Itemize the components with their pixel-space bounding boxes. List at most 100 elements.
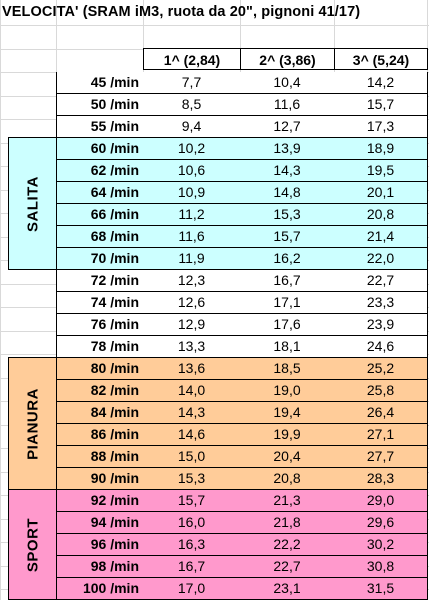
- speed-cell-gear-1[interactable]: 7,7: [143, 72, 241, 94]
- speed-cell-gear-3[interactable]: 26,4: [334, 402, 428, 424]
- speed-cell-gear-1[interactable]: 12,9: [143, 314, 241, 336]
- speed-cell-gear-1[interactable]: 12,6: [143, 292, 241, 314]
- rpm-cell[interactable]: 50 /min: [56, 94, 144, 116]
- speed-cell-gear-2[interactable]: 21,3: [240, 490, 335, 512]
- speed-cell-gear-1[interactable]: 12,3: [143, 270, 241, 292]
- speed-cell-gear-3[interactable]: 30,8: [334, 556, 428, 578]
- speed-cell-gear-1[interactable]: 15,3: [143, 468, 241, 490]
- speed-cell-gear-1[interactable]: 13,6: [143, 358, 241, 380]
- speed-cell-gear-1[interactable]: 11,2: [143, 204, 241, 226]
- speed-cell-gear-2[interactable]: 12,7: [240, 116, 335, 138]
- speed-cell-gear-1[interactable]: 15,7: [143, 490, 241, 512]
- rpm-cell[interactable]: 70 /min: [56, 248, 144, 270]
- rpm-cell[interactable]: 64 /min: [56, 182, 144, 204]
- speed-cell-gear-1[interactable]: 14,6: [143, 424, 241, 446]
- speed-cell-gear-3[interactable]: 23,9: [334, 314, 428, 336]
- rpm-cell[interactable]: 92 /min: [56, 490, 144, 512]
- speed-cell-gear-3[interactable]: 18,9: [334, 138, 428, 160]
- speed-cell-gear-3[interactable]: 15,7: [334, 94, 428, 116]
- speed-cell-gear-1[interactable]: 10,9: [143, 182, 241, 204]
- speed-cell-gear-3[interactable]: 19,5: [334, 160, 428, 182]
- speed-cell-gear-1[interactable]: 11,6: [143, 226, 241, 248]
- rpm-cell[interactable]: 84 /min: [56, 402, 144, 424]
- speed-cell-gear-1[interactable]: 16,3: [143, 534, 241, 556]
- rpm-cell[interactable]: 94 /min: [56, 512, 144, 534]
- speed-cell-gear-1[interactable]: 9,4: [143, 116, 241, 138]
- speed-cell-gear-2[interactable]: 20,4: [240, 446, 335, 468]
- speed-cell-gear-2[interactable]: 14,8: [240, 182, 335, 204]
- rpm-cell[interactable]: 86 /min: [56, 424, 144, 446]
- rpm-cell[interactable]: 78 /min: [56, 336, 144, 358]
- rpm-cell[interactable]: 72 /min: [56, 270, 144, 292]
- speed-cell-gear-2[interactable]: 22,2: [240, 534, 335, 556]
- group-block-salita[interactable]: SALITA: [8, 137, 57, 270]
- speed-cell-gear-1[interactable]: 10,6: [143, 160, 241, 182]
- rpm-cell[interactable]: 68 /min: [56, 226, 144, 248]
- speed-cell-gear-2[interactable]: 19,4: [240, 402, 335, 424]
- rpm-cell[interactable]: 55 /min: [56, 116, 144, 138]
- speed-cell-gear-2[interactable]: 11,6: [240, 94, 335, 116]
- rpm-cell[interactable]: 82 /min: [56, 380, 144, 402]
- speed-cell-gear-2[interactable]: 23,1: [240, 578, 335, 600]
- rpm-cell[interactable]: 60 /min: [56, 138, 144, 160]
- speed-cell-gear-2[interactable]: 22,7: [240, 556, 335, 578]
- rpm-cell[interactable]: 76 /min: [56, 314, 144, 336]
- speed-cell-gear-3[interactable]: 25,8: [334, 380, 428, 402]
- speed-cell-gear-3[interactable]: 29,0: [334, 490, 428, 512]
- speed-cell-gear-2[interactable]: 15,7: [240, 226, 335, 248]
- speed-cell-gear-2[interactable]: 13,9: [240, 138, 335, 160]
- speed-cell-gear-3[interactable]: 29,6: [334, 512, 428, 534]
- group-block-sport[interactable]: SPORT: [8, 489, 57, 600]
- speed-cell-gear-3[interactable]: 22,7: [334, 270, 428, 292]
- rpm-cell[interactable]: 45 /min: [56, 72, 144, 94]
- speed-cell-gear-2[interactable]: 14,3: [240, 160, 335, 182]
- speed-cell-gear-2[interactable]: 17,1: [240, 292, 335, 314]
- rpm-cell[interactable]: 90 /min: [56, 468, 144, 490]
- speed-cell-gear-2[interactable]: 16,2: [240, 248, 335, 270]
- speed-cell-gear-2[interactable]: 15,3: [240, 204, 335, 226]
- speed-cell-gear-2[interactable]: 18,1: [240, 336, 335, 358]
- speed-cell-gear-2[interactable]: 19,9: [240, 424, 335, 446]
- rpm-cell[interactable]: 66 /min: [56, 204, 144, 226]
- speed-cell-gear-3[interactable]: 31,5: [334, 578, 428, 600]
- speed-cell-gear-3[interactable]: 27,7: [334, 446, 428, 468]
- speed-cell-gear-3[interactable]: 24,6: [334, 336, 428, 358]
- speed-cell-gear-2[interactable]: 20,8: [240, 468, 335, 490]
- rpm-cell[interactable]: 80 /min: [56, 358, 144, 380]
- speed-cell-gear-1[interactable]: 14,3: [143, 402, 241, 424]
- rpm-cell[interactable]: 100 /min: [56, 578, 144, 600]
- speed-cell-gear-3[interactable]: 28,3: [334, 468, 428, 490]
- speed-cell-gear-1[interactable]: 14,0: [143, 380, 241, 402]
- speed-cell-gear-3[interactable]: 21,4: [334, 226, 428, 248]
- speed-cell-gear-3[interactable]: 14,2: [334, 72, 428, 94]
- rpm-cell[interactable]: 74 /min: [56, 292, 144, 314]
- speed-cell-gear-1[interactable]: 11,9: [143, 248, 241, 270]
- sheet-title[interactable]: VELOCITA' (SRAM iM3, ruota da 20", pigno…: [2, 4, 361, 20]
- speed-cell-gear-1[interactable]: 16,7: [143, 556, 241, 578]
- speed-cell-gear-2[interactable]: 16,7: [240, 270, 335, 292]
- speed-cell-gear-2[interactable]: 21,8: [240, 512, 335, 534]
- speed-cell-gear-1[interactable]: 15,0: [143, 446, 241, 468]
- header-gear-3[interactable]: 3^ (5,24): [334, 48, 428, 70]
- group-block-pianura[interactable]: PIANURA: [8, 357, 57, 490]
- speed-cell-gear-2[interactable]: 18,5: [240, 358, 335, 380]
- speed-cell-gear-3[interactable]: 23,3: [334, 292, 428, 314]
- speed-cell-gear-1[interactable]: 13,3: [143, 336, 241, 358]
- rpm-cell[interactable]: 96 /min: [56, 534, 144, 556]
- speed-cell-gear-2[interactable]: 19,0: [240, 380, 335, 402]
- speed-cell-gear-3[interactable]: 22,0: [334, 248, 428, 270]
- speed-cell-gear-1[interactable]: 16,0: [143, 512, 241, 534]
- rpm-cell[interactable]: 88 /min: [56, 446, 144, 468]
- speed-cell-gear-3[interactable]: 25,2: [334, 358, 428, 380]
- header-gear-2[interactable]: 2^ (3,86): [240, 48, 335, 70]
- speed-cell-gear-3[interactable]: 30,2: [334, 534, 428, 556]
- speed-cell-gear-3[interactable]: 20,1: [334, 182, 428, 204]
- speed-cell-gear-3[interactable]: 20,8: [334, 204, 428, 226]
- header-gear-1[interactable]: 1^ (2,84): [143, 48, 241, 70]
- speed-cell-gear-3[interactable]: 27,1: [334, 424, 428, 446]
- speed-cell-gear-1[interactable]: 10,2: [143, 138, 241, 160]
- speed-cell-gear-1[interactable]: 17,0: [143, 578, 241, 600]
- speed-cell-gear-3[interactable]: 17,3: [334, 116, 428, 138]
- speed-cell-gear-2[interactable]: 17,6: [240, 314, 335, 336]
- speed-cell-gear-1[interactable]: 8,5: [143, 94, 241, 116]
